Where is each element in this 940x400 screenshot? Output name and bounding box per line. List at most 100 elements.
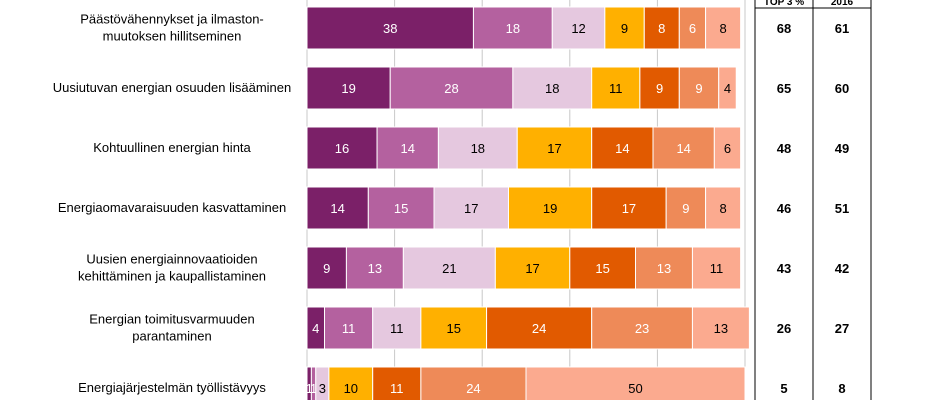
bar-segment [507, 186, 593, 230]
bar-segment [652, 126, 715, 170]
data-label: 14 [401, 141, 415, 156]
data-label: 28 [444, 81, 458, 96]
data-label: 19 [341, 81, 355, 96]
bar-segment [718, 66, 737, 110]
data-label: 13 [368, 261, 382, 276]
bar-segment [324, 306, 374, 350]
table-value: 26 [777, 321, 791, 336]
bar-segment [376, 126, 439, 170]
bar-segment [328, 366, 374, 400]
data-label: 9 [656, 81, 663, 96]
data-label: 1 [306, 381, 313, 396]
bar-segment [604, 6, 645, 50]
table-value: 51 [835, 201, 849, 216]
category-label: Kohtuullinen energian hinta [93, 140, 251, 155]
data-label: 15 [394, 201, 408, 216]
bar-segment [525, 366, 746, 400]
bar-segment [372, 306, 422, 350]
bar-segment [389, 66, 514, 110]
bar-segment [420, 366, 527, 400]
bar-segment [691, 246, 742, 290]
bar-segment [486, 306, 593, 350]
category-label: Uusiutuvan energian osuuden lisääminen [53, 80, 292, 95]
bar-segment [691, 306, 750, 350]
data-label: 18 [506, 21, 520, 36]
data-label: 11 [609, 81, 623, 96]
bar-segment [306, 6, 474, 50]
data-label: 13 [714, 321, 728, 336]
data-label: 15 [446, 321, 460, 336]
data-label: 3 [319, 381, 326, 396]
category-label: parantaminen [132, 329, 212, 344]
data-label: 1 [310, 381, 317, 396]
data-label: 8 [658, 21, 665, 36]
bar-segment [591, 306, 693, 350]
data-label: 24 [532, 321, 546, 336]
table-value: 5 [780, 381, 787, 396]
bar-segment [306, 66, 391, 110]
table-value: 60 [835, 81, 849, 96]
bar-segment [306, 246, 347, 290]
table-value: 48 [777, 141, 791, 156]
data-label: 17 [547, 141, 561, 156]
data-label: 11 [390, 321, 404, 336]
data-label: 11 [342, 321, 356, 336]
data-label: 24 [466, 381, 480, 396]
bar-segment [420, 306, 488, 350]
data-label: 18 [471, 141, 485, 156]
bar-segment [705, 6, 742, 50]
bar-segment [306, 186, 369, 230]
data-label: 9 [695, 81, 702, 96]
bar-segment [665, 186, 707, 230]
data-label: 21 [442, 261, 456, 276]
table-value: 46 [777, 201, 791, 216]
data-label: 50 [628, 381, 642, 396]
data-label: 14 [676, 141, 690, 156]
table-value: 8 [838, 381, 845, 396]
data-label: 11 [390, 381, 404, 396]
category-label: Uusien energiainnovaatioiden [86, 252, 257, 267]
data-label: 6 [689, 21, 696, 36]
data-label: 10 [344, 381, 358, 396]
data-label: 18 [545, 81, 559, 96]
data-label: 9 [682, 201, 689, 216]
table-value: 43 [777, 261, 791, 276]
bar-segment [433, 186, 509, 230]
table-value: 61 [835, 21, 849, 36]
table-value: 65 [777, 81, 791, 96]
data-label: 9 [323, 261, 330, 276]
data-label: 4 [312, 321, 319, 336]
table-value: 49 [835, 141, 849, 156]
data-label: 12 [571, 21, 585, 36]
bar-segment [591, 66, 641, 110]
data-label: 6 [724, 141, 731, 156]
bar-segment [402, 246, 496, 290]
data-label: 19 [543, 201, 557, 216]
table-value: 68 [777, 21, 791, 36]
data-label: 14 [615, 141, 629, 156]
category-label: Energiaomavaraisuuden kasvattaminen [58, 200, 286, 215]
category-label: kehittäminen ja kaupallistaminen [78, 269, 266, 284]
bar-segment [306, 126, 378, 170]
bar-segment [512, 66, 593, 110]
data-label: 4 [724, 81, 731, 96]
category-label: Päästövähennykset ja ilmaston- [80, 12, 264, 27]
bar-segment [472, 6, 553, 50]
bar-segment [569, 246, 636, 290]
data-label: 13 [657, 261, 671, 276]
data-label: 17 [622, 201, 636, 216]
data-label: 11 [710, 261, 724, 276]
category-label: muutoksen hillitseminen [103, 29, 242, 44]
bar-segment [516, 126, 593, 170]
table-value: 42 [835, 261, 849, 276]
bar-segment [705, 186, 742, 230]
bar-segment [713, 126, 742, 170]
data-label: 15 [595, 261, 609, 276]
bar-segment [639, 66, 680, 110]
data-label: 16 [335, 141, 349, 156]
data-label: 8 [719, 201, 726, 216]
category-label: Energian toimitusvarmuuden [89, 312, 254, 327]
table-header: TOP 3 % [764, 0, 804, 8]
